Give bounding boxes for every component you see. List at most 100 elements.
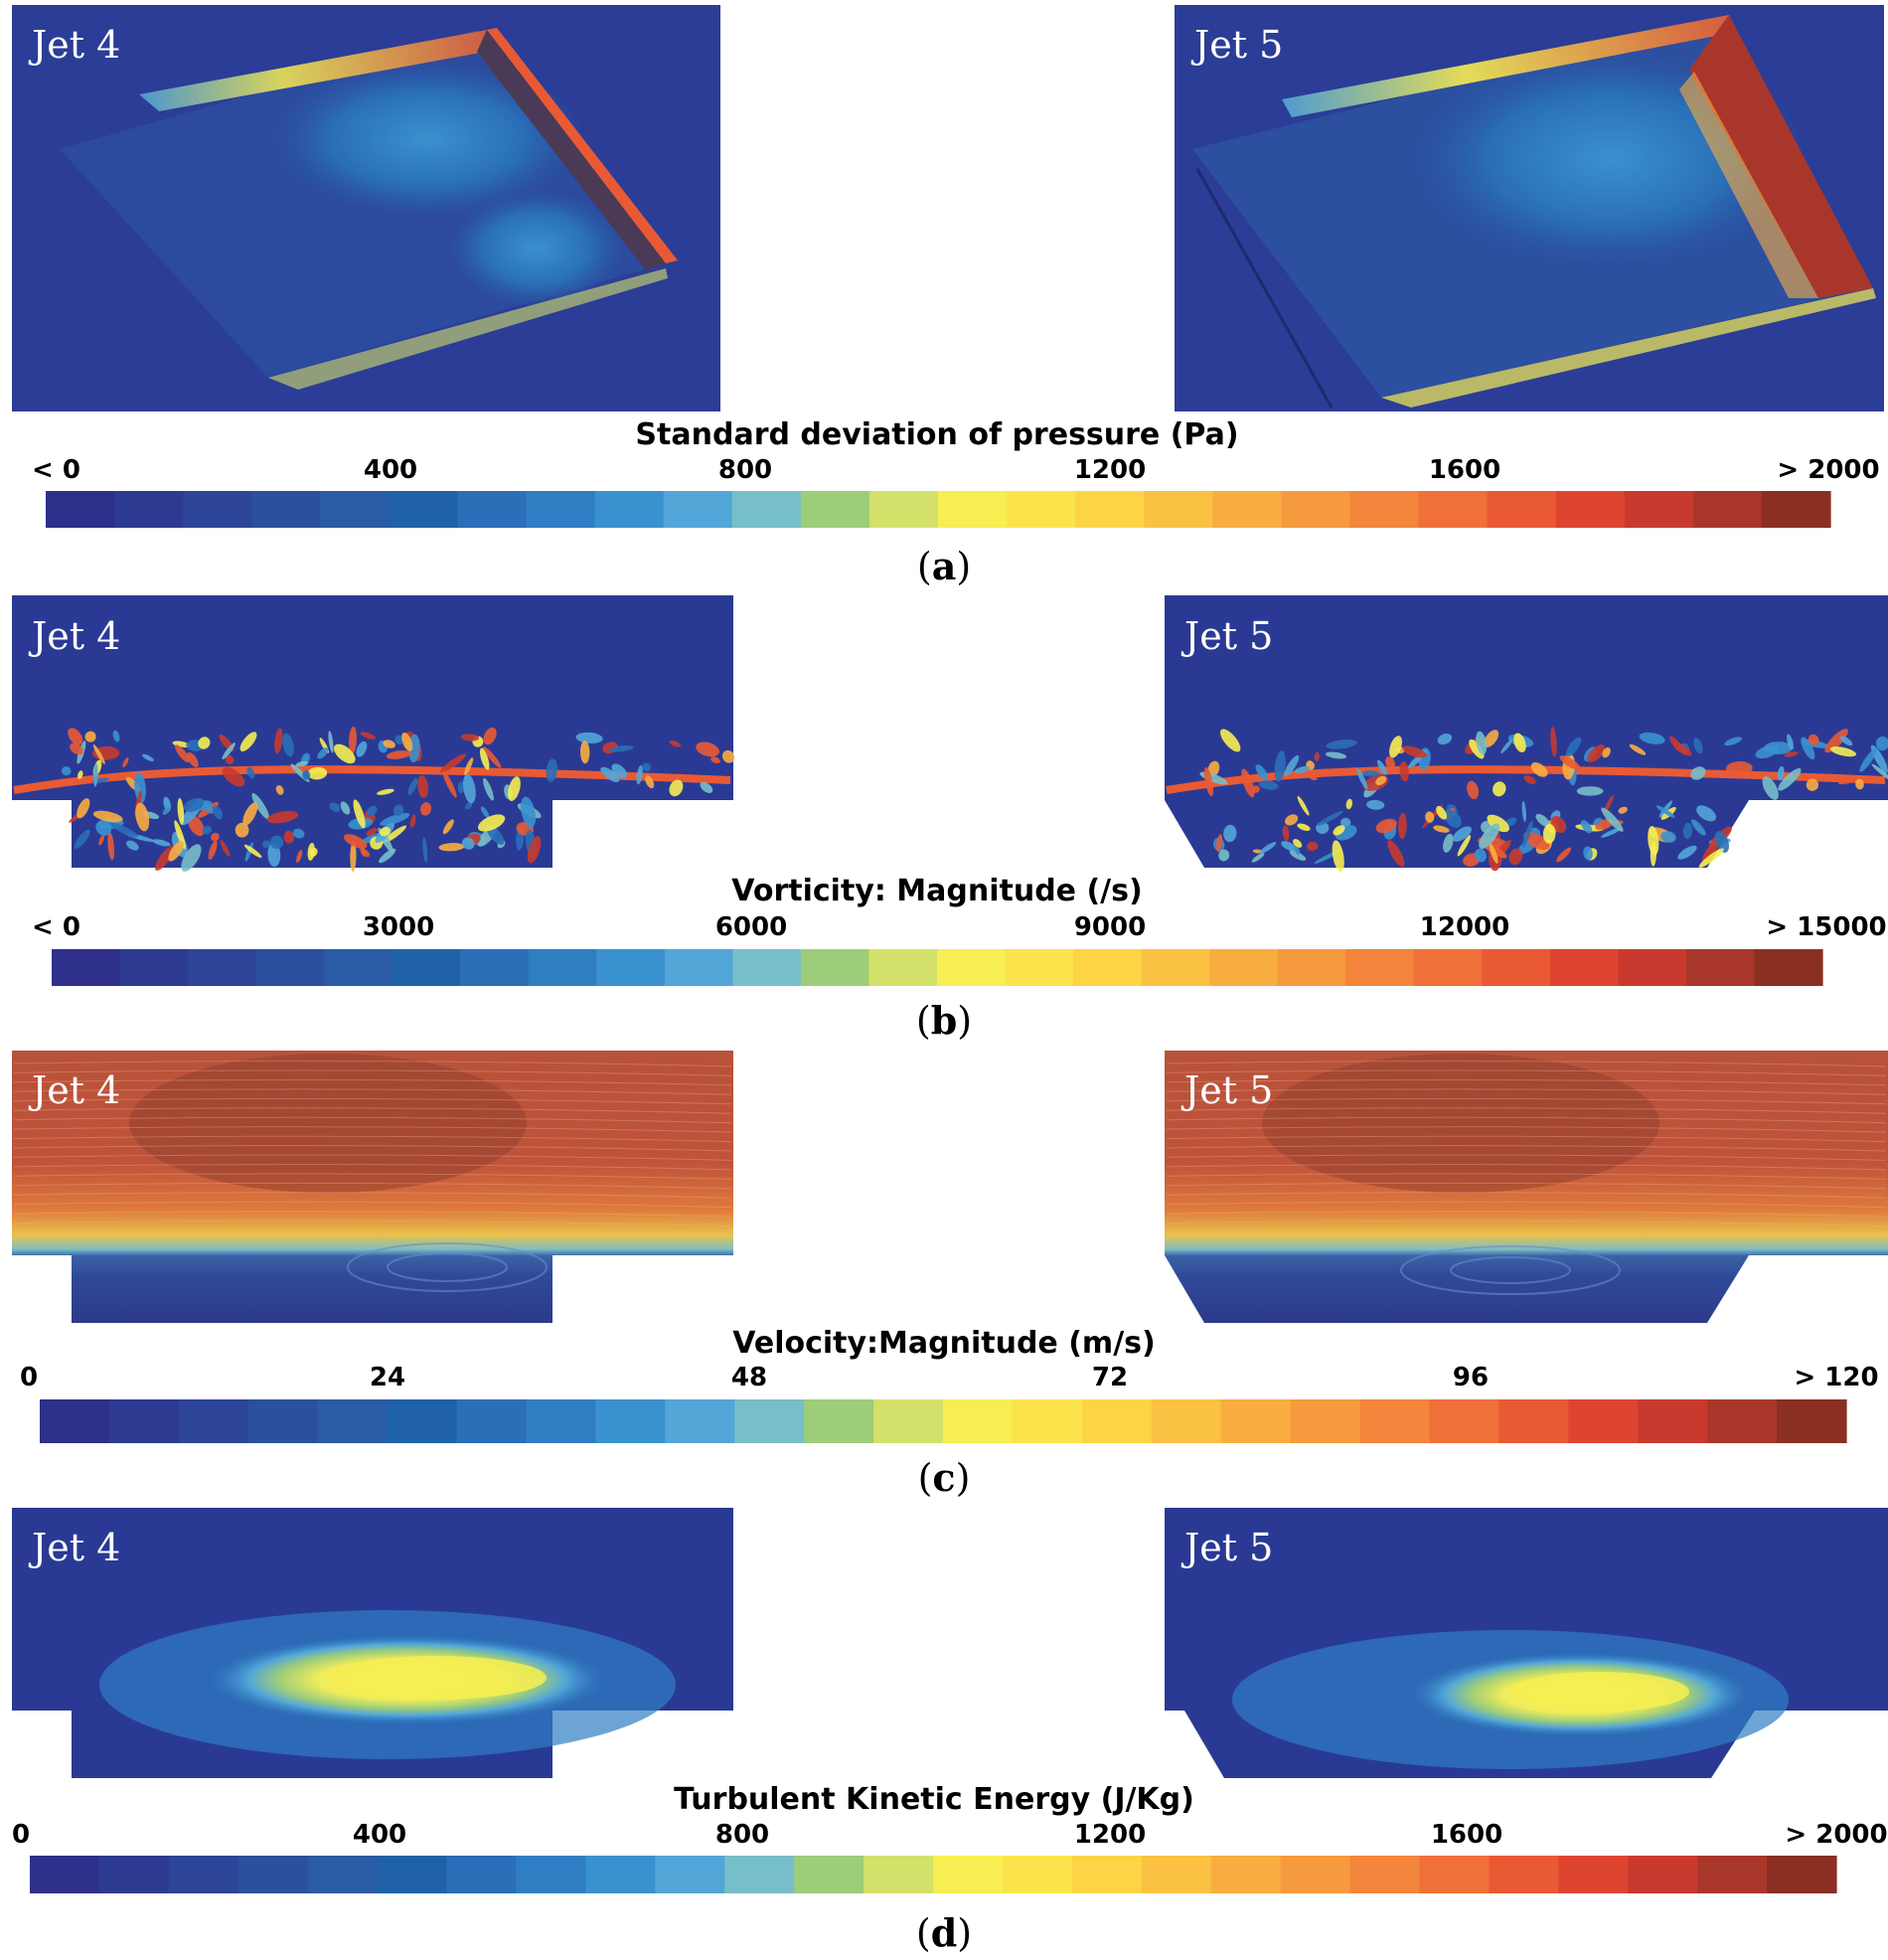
vortex-blob <box>1274 750 1286 782</box>
vortex-blob <box>202 825 212 835</box>
panel-d-colorbar-title: Turbulent Kinetic Energy (J/Kg) <box>674 1782 1194 1817</box>
panel-b-colorbar-ticks: < 0 3000 6000 9000 12000 > 15000 <box>32 912 1887 942</box>
vortex-blob <box>1389 735 1402 758</box>
panel-b-jet4-label: Jet 4 <box>28 614 120 658</box>
colorbar-tick-label: 9000 <box>1074 912 1146 942</box>
vortex-blob <box>1658 800 1673 818</box>
vortex-blob <box>220 840 231 857</box>
vortex-blob <box>1289 850 1307 861</box>
vortex-blob <box>442 770 457 798</box>
vortex-blob <box>1297 796 1310 816</box>
colorbar-swatch <box>1210 1856 1282 1893</box>
vortex-blob <box>1366 799 1385 810</box>
streamline <box>1166 1192 1887 1199</box>
colorbar-swatch <box>864 1856 934 1893</box>
vortex-blob <box>1402 745 1427 758</box>
vortex-blob <box>1778 767 1802 791</box>
vortex-blob <box>1317 810 1343 826</box>
vortex-blob <box>183 797 205 812</box>
vortex-blob <box>1294 846 1301 856</box>
vortex-blob <box>1215 834 1223 853</box>
vortex-blob <box>1655 805 1675 818</box>
panel-c-jet4-image <box>12 1051 733 1323</box>
colorbar-swatch <box>178 1399 249 1443</box>
vortex-blob <box>282 733 294 757</box>
vortex-blob <box>1443 833 1454 853</box>
vortex-blob <box>1576 786 1604 796</box>
vortex-blob <box>1839 735 1853 746</box>
vortex-blob <box>463 773 476 804</box>
vortex-blob <box>329 802 341 813</box>
vortex-blob <box>1467 780 1480 800</box>
vortex-blob <box>1587 744 1606 763</box>
vortex-blob <box>1530 762 1548 777</box>
vortex-blob <box>1307 841 1319 852</box>
panel-d-jet4-image <box>12 1508 733 1778</box>
colorbar-swatch <box>446 1856 518 1893</box>
vortex-blob <box>307 766 328 780</box>
vortex-blob <box>422 837 428 864</box>
colorbar-tick-label: < 0 <box>32 455 80 485</box>
colorbar-swatch <box>1707 1399 1778 1443</box>
vortex-blob <box>77 798 90 819</box>
streamline <box>1166 1069 1887 1076</box>
vortex-blob <box>1314 751 1320 762</box>
panel-d-jet5-image <box>1165 1508 1888 1778</box>
vortex-blob <box>208 840 218 861</box>
vortex-blob <box>1691 819 1706 836</box>
vortex-blob <box>222 742 236 760</box>
vortex-blob <box>1639 732 1665 744</box>
colorbar-tick-label: 3000 <box>363 912 434 942</box>
vortex-blob <box>1618 806 1628 814</box>
vortex-blob <box>483 777 494 801</box>
colorbar-swatch <box>1419 1856 1490 1893</box>
colorbar-swatch <box>1007 491 1076 528</box>
panel-d: Jet 4 Jet 5 Turbulent Kinetic Energy (J/… <box>12 1508 1888 1955</box>
vortex-blob <box>274 728 283 754</box>
vortex-blob <box>1682 822 1693 840</box>
colorbar-tick-label: 0 <box>20 1363 38 1392</box>
panel-d-jet4-label: Jet 4 <box>28 1526 120 1569</box>
colorbar-swatch <box>1002 1856 1073 1893</box>
panel-a: Jet 4 Jet 5 Standard deviation of pressu… <box>12 5 1884 588</box>
vortex-blob <box>417 775 429 799</box>
vortex-blob <box>1292 839 1303 848</box>
colorbar-swatch <box>1071 1856 1143 1893</box>
vortex-blob <box>168 840 185 862</box>
panel-b: Jet 4 Jet 5 Vorticity: Magnitude (/s) < … <box>12 595 1888 1043</box>
colorbar-swatch <box>1628 1856 1698 1893</box>
colorbar-swatch <box>655 1856 725 1893</box>
colorbar-tick-label: 1600 <box>1429 455 1500 485</box>
vortex-blob <box>1332 840 1344 872</box>
panel-a-colorbar-title: Standard deviation of pressure (Pa) <box>635 417 1238 452</box>
streamline <box>13 1173 732 1180</box>
vortex-blob <box>461 837 475 850</box>
vortex-blob <box>579 740 590 764</box>
vortex-blob <box>482 746 502 768</box>
colorbar-swatch <box>392 949 461 986</box>
colorbar-swatch <box>307 1856 379 1893</box>
colorbar-swatch <box>526 491 596 528</box>
vortex-blob <box>1489 843 1498 864</box>
vortex-blob <box>1855 778 1864 790</box>
vortex-blob <box>70 742 83 755</box>
streamline <box>13 1088 732 1095</box>
vortex-blob <box>295 760 309 767</box>
vortex-blob <box>360 732 377 739</box>
colorbar-swatch <box>108 1399 180 1443</box>
streamline <box>1166 1220 1887 1227</box>
colorbar-swatch <box>804 1399 874 1443</box>
vortex-blob <box>1487 814 1509 833</box>
colorbar-tick-label: 400 <box>364 455 417 485</box>
vortex-blob <box>394 735 404 744</box>
streamline <box>1166 1107 1887 1114</box>
vortex-blob <box>1806 778 1819 791</box>
vortex-blob <box>1340 817 1351 828</box>
vortex-blob <box>636 765 643 785</box>
vortex-blob <box>1508 848 1523 866</box>
colorbar-tick-label: > 2000 <box>1777 455 1879 485</box>
streamline <box>13 1135 732 1143</box>
vortex-blob <box>1493 781 1506 797</box>
vortex-blob <box>292 828 305 839</box>
vortex-blob <box>1457 835 1472 857</box>
